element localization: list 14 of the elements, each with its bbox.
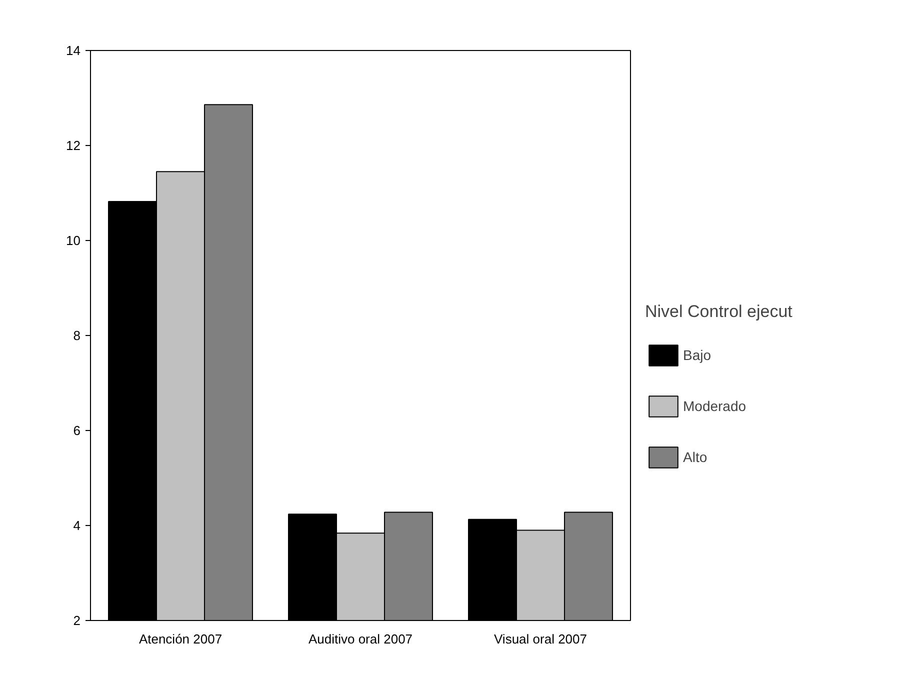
y-tick-label: 14 (66, 43, 81, 58)
legend-title: Nivel Control ejecut (645, 302, 792, 322)
legend-label: Alto (683, 449, 708, 465)
y-tick-label: 12 (66, 138, 81, 153)
x-tick-label: Auditivo oral 2007 (308, 632, 413, 646)
legend-label: Moderado (683, 398, 746, 414)
y-tick-label: 10 (66, 233, 81, 248)
x-tick-label: Atención 2007 (138, 632, 222, 646)
legend-label: Bajo (683, 347, 712, 363)
y-tick-label: 6 (73, 423, 81, 438)
y-tick-label: 2 (73, 613, 81, 628)
y-tick-label: 8 (73, 328, 81, 343)
x-tick-label: Visual oral 2007 (494, 632, 588, 646)
y-tick-label: 4 (73, 518, 81, 533)
